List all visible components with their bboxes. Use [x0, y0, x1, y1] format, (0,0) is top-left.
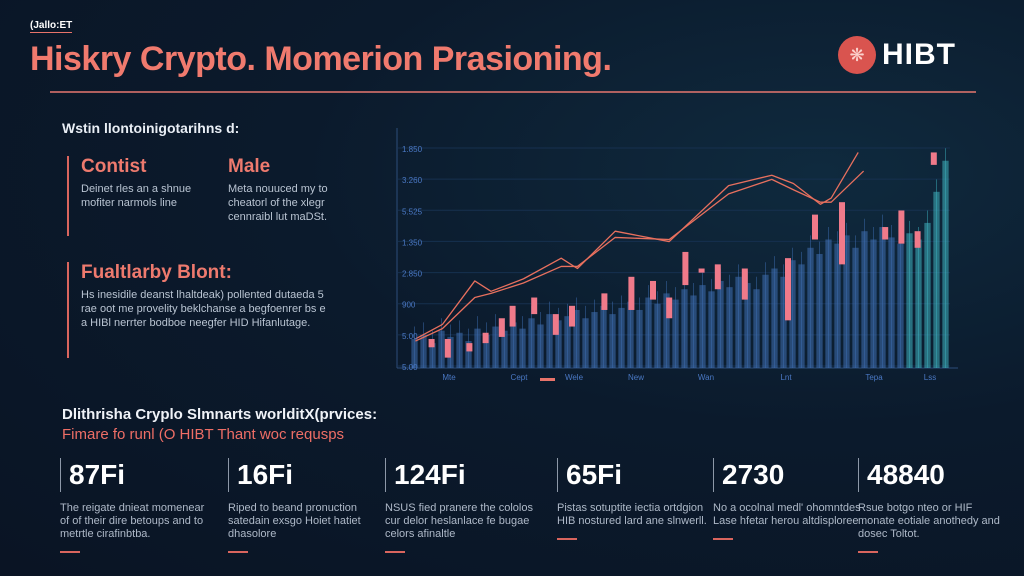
candle	[839, 202, 845, 265]
candle	[628, 276, 635, 310]
y-tick-label: 1.850	[402, 145, 423, 154]
x-tick-highlight	[540, 378, 555, 381]
y-tick-label: 3.260	[402, 176, 423, 185]
x-tick-label: Tepa	[865, 373, 883, 382]
stat-value: 2730	[713, 458, 863, 492]
stat-value: 65Fi	[557, 458, 707, 492]
page-title: Hiskry Crypto. Momerion Prasioning.	[30, 40, 612, 78]
stat-underline	[228, 551, 248, 553]
stat-card: 48840 Rsue botgo nteo or HIF monate eotia…	[858, 458, 1008, 553]
stat-card: 2730 No a ocolnal medl' ohomntdes Lase hf…	[713, 458, 863, 540]
x-tick-label: Lnt	[780, 373, 792, 382]
tree-icon: ❋	[838, 36, 876, 74]
stat-underline	[557, 538, 577, 540]
candle	[682, 251, 689, 286]
feature-block-contist: Contist Deinet rles an a shnue mofiter n…	[67, 156, 207, 236]
candle	[569, 305, 575, 327]
stat-value: 124Fi	[385, 458, 535, 492]
y-tick-label: 2.850	[402, 270, 423, 279]
candle	[444, 338, 451, 358]
feature-text: Meta nouuced my to cheatorl of the xlegr…	[228, 183, 328, 223]
feature-title: Contist	[81, 156, 147, 177]
feature-block-male: Male Meta nouuced my to cheatorl of the …	[228, 156, 368, 224]
stat-desc: The reigate dnieat momenear of of their …	[60, 502, 205, 540]
summary-subtitle: Fimare fo runl (O HIBT Thant woc requsps	[62, 426, 345, 443]
stat-card: 124Fi NSUS fied pranere the cololos cur d…	[385, 458, 535, 553]
feature-title: Fualtlarby Blont:	[81, 262, 232, 283]
candle	[482, 332, 489, 344]
candle	[650, 280, 656, 300]
header-divider	[50, 91, 976, 93]
feature-text: Deinet rles an a shnue mofiter narmols l…	[81, 183, 192, 209]
feature-title: Male	[228, 156, 271, 177]
y-tick-label: 1.350	[402, 238, 423, 247]
x-tick-label: Lss	[924, 373, 936, 382]
candle	[930, 152, 937, 165]
x-tick-label: Wele	[565, 373, 584, 382]
stat-card: 16Fi Riped to beand pronuction satedain e…	[228, 458, 378, 553]
stat-desc: Riped to beand pronuction satedain exsgo…	[228, 502, 361, 540]
candle	[914, 231, 921, 248]
candle	[741, 268, 748, 300]
summary-title: Dlithrisha Cryplo Slmnarts worlditX(prvi…	[62, 406, 378, 423]
y-tick-label: 900	[402, 301, 416, 310]
stat-desc: Rsue botgo nteo or HIF monate eotiale an…	[858, 502, 1000, 540]
candle	[898, 210, 905, 244]
logo-text: HIBT	[882, 38, 956, 71]
header-tag: (Jallo:ET	[30, 20, 73, 33]
stat-value: 16Fi	[228, 458, 378, 492]
stat-desc: No a ocolnal medl' ohomntdes Lase hfetar…	[713, 502, 861, 527]
candle	[531, 297, 538, 315]
candle	[428, 338, 435, 348]
stat-desc: NSUS fied pranere the cololos cur delor …	[385, 502, 533, 540]
candle	[698, 268, 705, 273]
y-tick-label: 5.00	[402, 332, 418, 341]
feature-block-fualtlarby: Fualtlarby Blont: Hs inesidile deanst lh…	[67, 262, 327, 358]
candle	[498, 318, 505, 337]
stat-card: 65Fi Pistas sotuptite iectia ortdgion HIB…	[557, 458, 707, 540]
stat-value: 87Fi	[60, 458, 210, 492]
stat-underline	[60, 551, 80, 553]
candle	[714, 264, 721, 290]
logo: ❋ HIBT	[838, 36, 956, 74]
stat-underline	[713, 538, 733, 540]
y-tick-label: 5.00	[402, 363, 418, 372]
stat-card: 87Fi The reigate dnieat momenear of of th…	[60, 458, 210, 553]
stat-desc: Pistas sotuptite iectia ortdgion HIB nos…	[557, 502, 707, 527]
intro-heading: Wstin llontoinigotarihns d:	[62, 120, 240, 136]
x-tick-label: New	[628, 373, 644, 382]
stat-value: 48840	[858, 458, 1008, 492]
candle	[466, 343, 473, 352]
price-chart: 1.850 3.260 5.525 1.350 2.850 900 5.00 5.00 Mte C…	[396, 128, 958, 382]
candle	[509, 305, 516, 327]
y-tick-label: 5.525	[402, 207, 423, 216]
candle	[601, 293, 608, 310]
candle	[552, 314, 559, 335]
candle	[882, 227, 889, 240]
feature-text: Hs inesidile deanst lhaltdeak) pollented…	[81, 289, 326, 329]
candle	[785, 258, 791, 321]
x-tick-label: Wan	[698, 373, 714, 382]
candle	[812, 214, 818, 240]
price-line	[415, 170, 865, 342]
stat-underline	[385, 551, 405, 553]
x-tick-label: Cept	[511, 373, 529, 382]
x-tick-label: Mte	[442, 373, 456, 382]
stat-underline	[858, 551, 878, 553]
candle	[666, 297, 673, 319]
